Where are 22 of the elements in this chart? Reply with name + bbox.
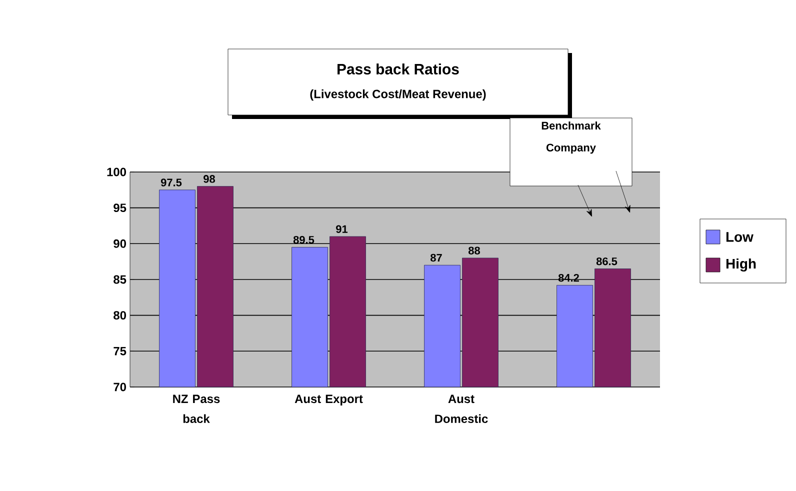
- x-tick-label: NZ Pass back: [173, 394, 220, 424]
- data-label: 86.5: [596, 257, 618, 266]
- data-label: 88: [468, 246, 480, 254]
- y-tick-label: 90: [114, 239, 126, 248]
- data-label: 98: [204, 175, 216, 183]
- chart-title: Pass back Ratios: [338, 64, 459, 74]
- y-tick-label: 100: [107, 168, 126, 176]
- y-tick-label: 85: [114, 275, 126, 284]
- x-tick-label: Aust Domestic: [435, 394, 488, 424]
- data-label: 87: [430, 254, 442, 262]
- text: Benchmark Company: [542, 122, 601, 154]
- data-label: 97.5: [160, 178, 182, 186]
- x-tick-label: Aust Export: [294, 394, 363, 406]
- data-label: 91: [336, 225, 348, 233]
- legend-label: Low: [726, 232, 754, 242]
- data-label: 89.5: [293, 236, 314, 244]
- y-tick-label: 75: [114, 346, 126, 356]
- y-tick-label: 70: [114, 382, 126, 392]
- legend-label: High: [726, 258, 756, 272]
- chart-subtitle: (Livestock Cost/Meat Revenue): [310, 89, 486, 101]
- y-tick-label: 80: [114, 311, 126, 320]
- y-tick-label: 95: [114, 204, 126, 212]
